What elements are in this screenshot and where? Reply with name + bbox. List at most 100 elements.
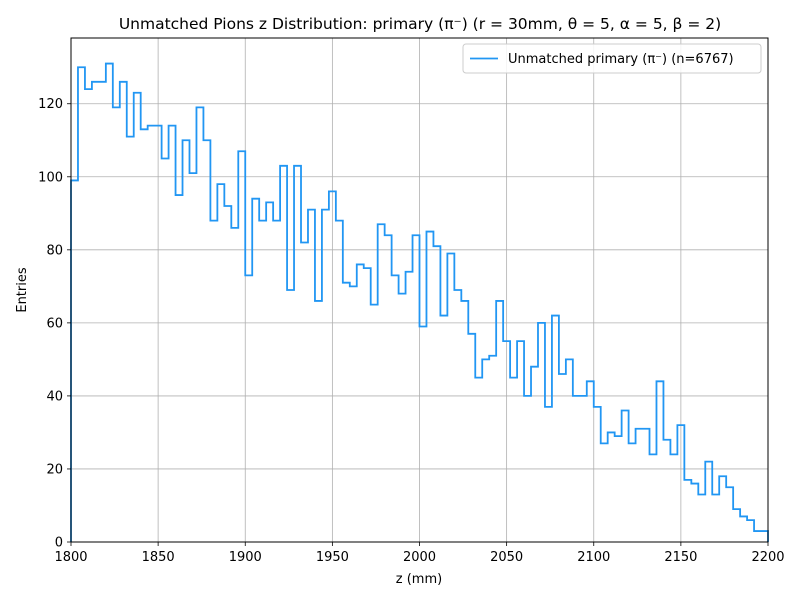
x-tick-label: 2150 — [664, 550, 697, 565]
histogram-bin — [656, 381, 663, 542]
histogram-bin — [608, 432, 615, 542]
y-tick-label: 40 — [46, 389, 63, 404]
histogram-bin — [538, 323, 545, 542]
x-tick-label: 2000 — [403, 550, 436, 565]
legend-box — [462, 43, 762, 74]
histogram-bin — [203, 140, 210, 542]
histogram-bin — [468, 334, 475, 542]
y-axis-label: Entries — [15, 267, 30, 313]
histogram-bin — [705, 462, 712, 542]
histogram-bin — [176, 195, 183, 542]
histogram-bin — [691, 484, 698, 542]
histogram-bin — [615, 436, 622, 542]
histogram-bin — [336, 221, 343, 542]
histogram-bin — [545, 407, 552, 542]
histogram-bin — [378, 224, 385, 542]
histogram-bin — [120, 82, 127, 542]
histogram-bin — [134, 93, 141, 542]
histogram-bin — [461, 301, 468, 542]
histogram-bin — [329, 191, 336, 542]
histogram-bin — [155, 126, 162, 542]
histogram-bin — [113, 107, 120, 542]
histogram-bin — [169, 126, 176, 542]
histogram-bin — [78, 67, 85, 542]
histogram-bin — [406, 272, 413, 542]
histogram-bin — [315, 301, 322, 542]
histogram-bin — [524, 396, 531, 542]
chart-title: Unmatched Pions z Distribution: primary … — [119, 15, 721, 33]
x-tick-label: 1800 — [54, 550, 87, 565]
histogram-bin — [273, 221, 280, 542]
histogram-bin — [684, 480, 691, 542]
y-tick-label: 60 — [46, 316, 63, 331]
histogram-bin — [670, 454, 677, 542]
axis-ticks: 1800 1850 1900 1950 2000 2050 2100 2150 2200 0 20 4… — [38, 97, 784, 565]
y-tick-label: 100 — [38, 170, 63, 185]
histogram-bin — [510, 378, 517, 542]
histogram-bin — [587, 381, 594, 542]
histogram-bin — [580, 396, 587, 542]
histogram-bin — [224, 206, 231, 542]
histogram-bin — [238, 151, 245, 542]
histogram-bin — [127, 137, 134, 542]
y-tick-label: 120 — [38, 97, 63, 112]
histogram-bin — [733, 509, 740, 542]
histogram-bin — [196, 107, 203, 542]
histogram-bin — [392, 275, 399, 542]
histogram-bin — [454, 290, 461, 542]
histogram-bin — [231, 228, 238, 542]
x-axis-label: z (mm) — [396, 572, 442, 587]
histogram-bin — [280, 166, 287, 542]
histogram-bin — [503, 341, 510, 542]
histogram-bin — [712, 495, 719, 542]
histogram-bin — [447, 253, 454, 542]
histogram-bin — [357, 264, 364, 542]
histogram-bin — [371, 305, 378, 542]
histogram-bin — [343, 283, 350, 542]
histogram-bin — [517, 341, 524, 542]
x-tick-label: 2100 — [577, 550, 610, 565]
histogram-bin — [740, 516, 747, 542]
x-tick-label: 1850 — [142, 550, 175, 565]
histogram-bin — [643, 429, 650, 542]
histogram-bin — [754, 531, 761, 542]
legend-entry-label: Unmatched primary (π⁻) (n=6767) — [508, 52, 734, 67]
histogram-bin — [308, 210, 315, 542]
histogram-bin — [141, 129, 148, 542]
histogram-bin — [266, 202, 273, 542]
histogram-bin — [496, 301, 503, 542]
histogram-bin — [322, 210, 329, 542]
histogram-bin — [399, 294, 406, 542]
histogram-bin — [559, 374, 566, 542]
x-tick-label: 2200 — [751, 550, 784, 565]
histogram-bin — [629, 443, 636, 542]
histogram-bin — [601, 443, 608, 542]
histogram-bin — [663, 440, 670, 542]
histogram-bin — [287, 290, 294, 542]
histogram-bin — [92, 82, 99, 542]
histogram-bin — [475, 378, 482, 542]
histogram-bin — [433, 246, 440, 542]
histogram-bin — [148, 126, 155, 542]
histogram-bin — [420, 327, 427, 542]
y-tick-label: 20 — [46, 462, 63, 477]
histogram-bin — [385, 235, 392, 542]
histogram-bin — [636, 429, 643, 542]
histogram-bin — [301, 243, 308, 542]
histogram-bin — [552, 316, 559, 542]
histogram-bin — [364, 268, 371, 542]
histogram-bin — [252, 199, 259, 542]
histogram-bin — [245, 275, 252, 542]
histogram-bin — [719, 476, 726, 542]
histogram-bin — [573, 396, 580, 542]
histogram-bin — [294, 166, 301, 542]
y-tick-label: 0 — [55, 536, 63, 551]
histogram-bin — [183, 140, 190, 542]
histogram-bin — [189, 173, 196, 542]
histogram-bin — [440, 316, 447, 542]
histogram-bin — [761, 531, 768, 542]
histogram-bin — [677, 425, 684, 542]
histogram-bin — [747, 520, 754, 542]
x-tick-label: 1900 — [229, 550, 262, 565]
